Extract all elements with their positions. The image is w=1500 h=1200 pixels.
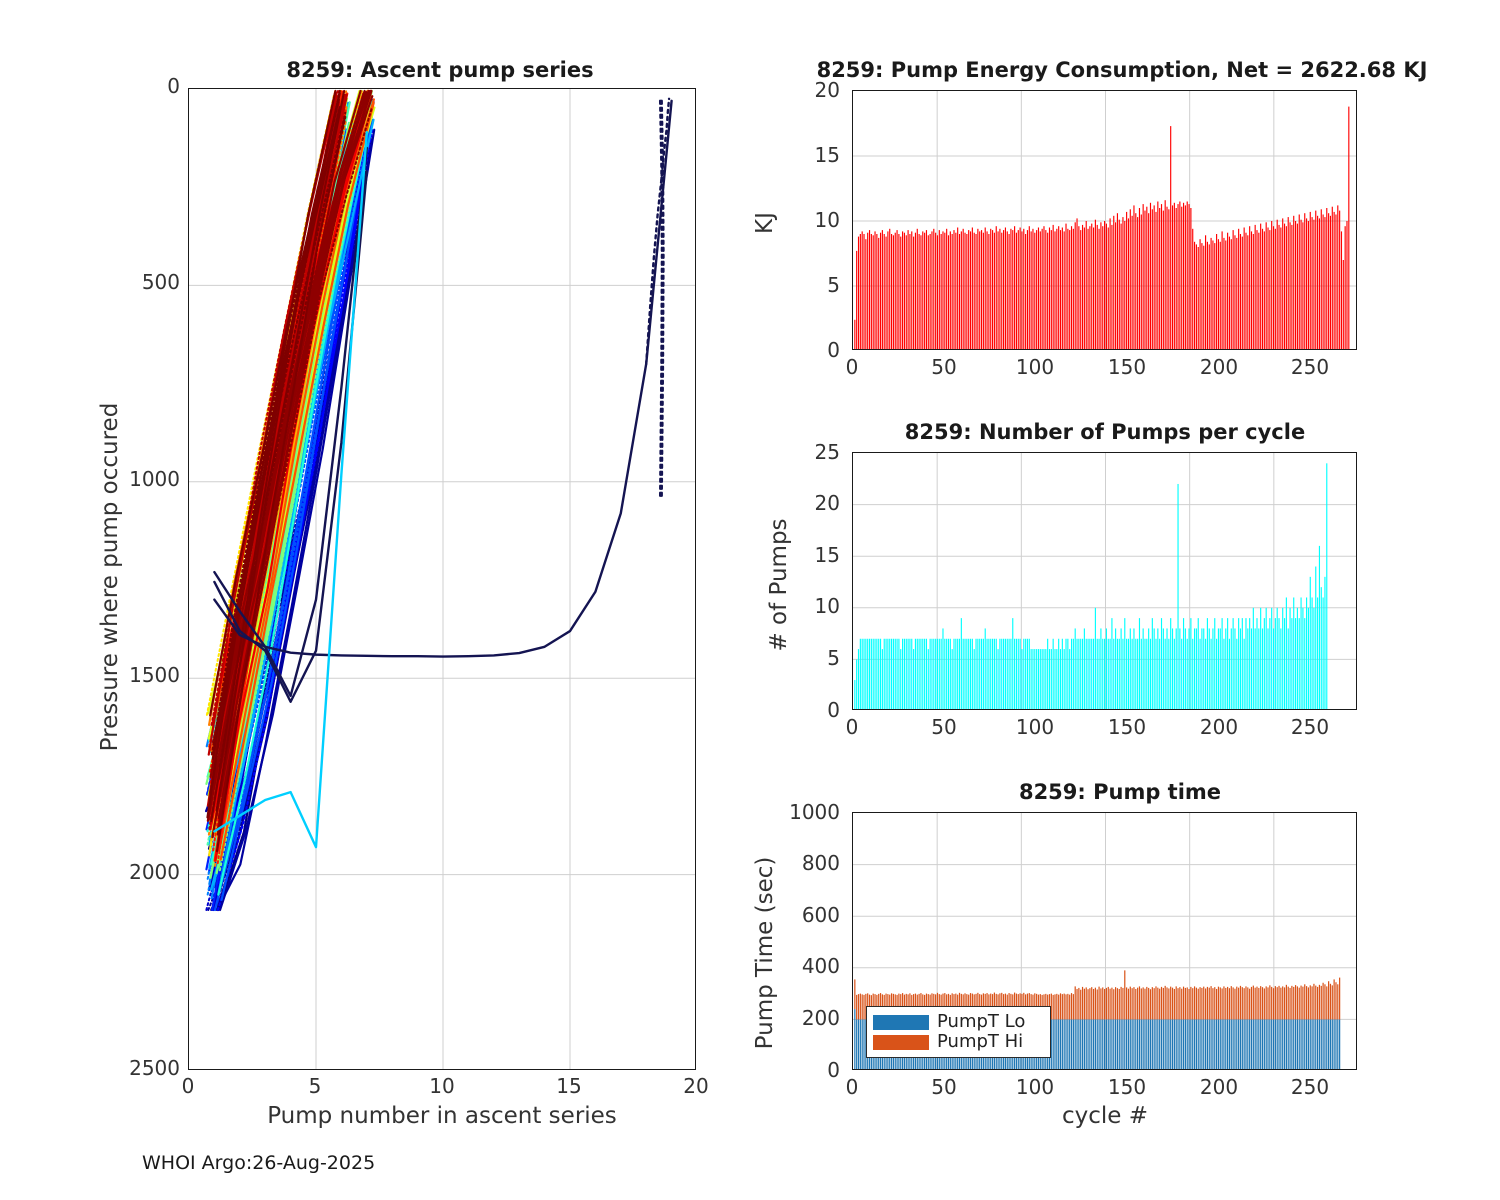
legend-row-pumpt-hi: PumpT Hi (873, 1032, 1042, 1052)
energy-ytick-20: 20 (814, 78, 840, 102)
pumps-ytick-15: 15 (814, 543, 840, 567)
pumps-xtick-100: 100 (1015, 715, 1055, 739)
energy-ytick-5: 5 (827, 273, 840, 297)
ascent-xaxis-label: Pump number in ascent series (267, 1103, 617, 1129)
pumptime-ytick-600: 600 (801, 903, 840, 927)
ascent-xtick-5: 5 (308, 1074, 322, 1098)
ascent-series-svg (189, 89, 695, 1069)
ascent-xtick-20: 20 (683, 1074, 709, 1098)
energy-plot-area (852, 90, 1357, 350)
footer-credit: WHOI Argo:26-Aug-2025 (142, 1152, 376, 1174)
pumptime-ytick-1000: 1000 (789, 800, 840, 824)
ascent-xtick-10: 10 (429, 1074, 455, 1098)
pumptime-plot-title: 8259: Pump time (1018, 780, 1222, 804)
ascent-plot-area (188, 88, 696, 1070)
pumps-ytick-20: 20 (814, 491, 840, 515)
pumps-ytick-25: 25 (814, 440, 840, 464)
pumps-xtick-250: 250 (1290, 715, 1330, 739)
energy-xtick-100: 100 (1015, 355, 1055, 379)
energy-ytick-0: 0 (827, 338, 840, 362)
ascent-ytick-500: 500 (141, 270, 180, 294)
energy-xtick-250: 250 (1290, 355, 1330, 379)
ascent-yaxis-label: Pressure where pump occured (97, 402, 123, 752)
ascent-xtick-0: 0 (181, 1074, 195, 1098)
ascent-ytick-2500: 2500 (129, 1056, 180, 1080)
legend-label-pumpt-lo: PumpT Lo (937, 1011, 1026, 1032)
energy-xtick-50: 50 (931, 355, 957, 379)
pumps-bars-svg (853, 453, 1356, 709)
ascent-ytick-1000: 1000 (129, 467, 180, 491)
pumptime-xtick-150: 150 (1107, 1075, 1147, 1099)
ascent-xtick-15: 15 (556, 1074, 582, 1098)
pumps-ytick-10: 10 (814, 594, 840, 618)
pumps-xtick-50: 50 (931, 715, 957, 739)
legend-swatch-pumpt-lo (873, 1014, 929, 1030)
pumptime-ytick-800: 800 (801, 851, 840, 875)
energy-ytick-10: 10 (814, 208, 840, 232)
pumptime-xtick-100: 100 (1015, 1075, 1055, 1099)
pumptime-xaxis-label: cycle # (1061, 1103, 1149, 1129)
pumptime-yaxis-label: Pump Time (sec) (752, 856, 778, 1050)
pumps-xtick-150: 150 (1107, 715, 1147, 739)
legend-row-pumpt-lo: PumpT Lo (873, 1012, 1042, 1032)
ascent-ytick-0: 0 (167, 74, 180, 98)
pumps-yaxis-label: # of Pumps (766, 518, 792, 652)
energy-xtick-0: 0 (845, 355, 859, 379)
energy-ytick-15: 15 (814, 143, 840, 167)
pumptime-ytick-200: 200 (801, 1006, 840, 1030)
energy-plot-title: 8259: Pump Energy Consumption, Net = 262… (816, 58, 1428, 82)
pumps-xtick-200: 200 (1199, 715, 1239, 739)
pumps-ytick-0: 0 (827, 698, 840, 722)
energy-xtick-200: 200 (1199, 355, 1239, 379)
ascent-ytick-2000: 2000 (129, 860, 180, 884)
pumptime-xtick-50: 50 (931, 1075, 957, 1099)
ascent-ytick-1500: 1500 (129, 663, 180, 687)
pumptime-xtick-250: 250 (1290, 1075, 1330, 1099)
pumps-plot-title: 8259: Number of Pumps per cycle (904, 420, 1306, 444)
pumptime-xtick-0: 0 (845, 1075, 859, 1099)
energy-xtick-150: 150 (1107, 355, 1147, 379)
energy-yaxis-label: KJ (752, 212, 778, 234)
energy-bars-svg (853, 91, 1356, 349)
pumps-plot-area (852, 452, 1357, 710)
pumptime-legend: PumpT Lo PumpT Hi (866, 1006, 1051, 1058)
ascent-plot-title: 8259: Ascent pump series (286, 58, 594, 82)
pumptime-ytick-400: 400 (801, 954, 840, 978)
pumptime-xtick-200: 200 (1199, 1075, 1239, 1099)
legend-label-pumpt-hi: PumpT Hi (937, 1031, 1024, 1052)
pumptime-ytick-0: 0 (827, 1058, 840, 1082)
legend-swatch-pumpt-hi (873, 1034, 929, 1050)
pumps-ytick-5: 5 (827, 646, 840, 670)
pumps-xtick-0: 0 (845, 715, 859, 739)
